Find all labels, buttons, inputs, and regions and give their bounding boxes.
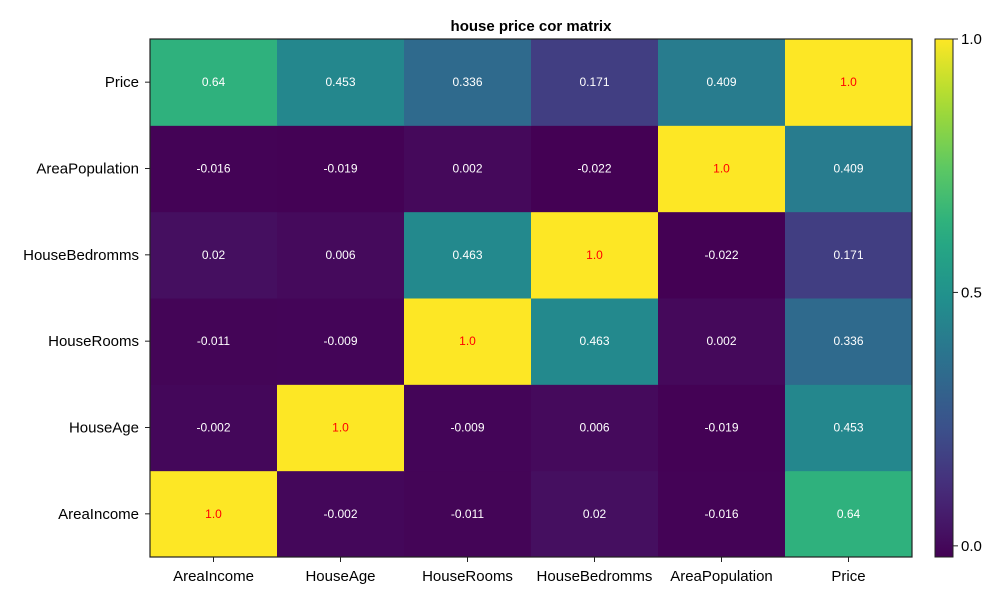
- heatmap-cell-HouseBedromms-HouseRooms: [404, 211, 532, 299]
- heatmap-cell-AreaIncome-HouseBedromms: [531, 470, 659, 558]
- heatmap-cell-HouseBedromms-AreaIncome: [150, 211, 278, 299]
- heatmap-cell-AreaIncome-Price: [785, 470, 913, 558]
- colorbar-tick-label: 0.5: [961, 284, 982, 301]
- heatmap-cell-HouseRooms-Price: [785, 298, 913, 385]
- cell-value-label: 0.64: [202, 75, 226, 89]
- x-tick-label: AreaIncome: [173, 568, 254, 585]
- heatmap-cell-HouseBedromms-HouseAge: [277, 211, 405, 299]
- cell-value-label: 0.463: [452, 248, 482, 262]
- heatmap-cell-AreaPopulation-AreaPopulation: [658, 125, 786, 213]
- heatmap-cell-AreaPopulation-HouseAge: [277, 125, 405, 213]
- heatmap-cell-HouseAge-Price: [785, 384, 913, 472]
- cell-value-label: 0.409: [833, 162, 863, 176]
- cell-value-label: 0.171: [579, 75, 609, 89]
- y-tick-label: AreaPopulation: [36, 161, 139, 178]
- colorbar-tick-label: 1.0: [961, 31, 982, 48]
- heatmap-cell-HouseRooms-HouseAge: [277, 298, 405, 385]
- heatmap-cell-Price-HouseBedromms: [531, 39, 659, 126]
- y-axis-ticks: AreaIncome HouseAge HouseRooms HouseBedromm…: [23, 74, 150, 523]
- heatmap-cell-HouseAge-HouseRooms: [404, 384, 532, 472]
- cell-value-label: 0.463: [579, 334, 609, 348]
- cell-value-label: -0.019: [704, 421, 738, 435]
- x-tick-label: AreaPopulation: [670, 568, 773, 585]
- heatmap-cell-HouseRooms-AreaIncome: [150, 298, 278, 385]
- plot-frame: [149, 38, 913, 558]
- cell-value-label: -0.011: [197, 334, 230, 348]
- heatmap-cell-AreaPopulation-HouseRooms: [404, 125, 532, 213]
- heatmap-cell-HouseBedromms-HouseBedromms: [531, 211, 659, 299]
- cell-value-label: -0.022: [704, 248, 738, 262]
- cell-value-label: -0.002: [323, 507, 357, 521]
- cell-value-label: -0.016: [704, 507, 738, 521]
- heatmap-cell-Price-Price: [785, 39, 913, 126]
- heatmap-cells: [150, 39, 913, 558]
- cell-value-label: 1.0: [459, 334, 476, 348]
- cell-value-label: 1.0: [332, 421, 349, 435]
- y-tick-label: HouseAge: [69, 420, 139, 437]
- cell-value-label: -0.022: [577, 162, 611, 176]
- heatmap-cell-HouseAge-AreaPopulation: [658, 384, 786, 472]
- heatmap-cell-Price-HouseAge: [277, 39, 405, 126]
- cell-value-label: -0.009: [323, 334, 357, 348]
- heatmap-cell-AreaIncome-HouseRooms: [404, 470, 532, 558]
- cell-value-label: 0.02: [202, 248, 226, 262]
- heatmap-cell-HouseRooms-HouseRooms: [404, 298, 532, 385]
- y-tick-label: AreaIncome: [58, 506, 139, 523]
- heatmap-cell-HouseAge-HouseAge: [277, 384, 405, 472]
- cell-value-label: -0.019: [323, 162, 357, 176]
- heatmap-cell-HouseBedromms-Price: [785, 211, 913, 299]
- cell-value-label: 1.0: [586, 248, 603, 262]
- y-tick-label: HouseBedromms: [23, 247, 139, 264]
- heatmap-cell-HouseBedromms-AreaPopulation: [658, 211, 786, 299]
- heatmap-cell-Price-HouseRooms: [404, 39, 532, 126]
- heatmap-cell-AreaPopulation-Price: [785, 125, 913, 213]
- x-tick-label: HouseAge: [305, 568, 375, 585]
- heatmap-cell-HouseRooms-HouseBedromms: [531, 298, 659, 385]
- cell-value-label: 1.0: [840, 75, 857, 89]
- colorbar: [934, 38, 954, 558]
- y-tick-label: HouseRooms: [48, 333, 139, 350]
- cell-value-label: 0.409: [706, 75, 736, 89]
- cell-value-label: -0.011: [451, 507, 484, 521]
- heatmap-cell-labels: 1.0 -0.002 -0.011 0.02 -0.016 0.64 -0.002 1.0 -0…: [196, 75, 863, 521]
- x-axis-ticks: AreaIncome HouseAge HouseRooms HouseBedromm…: [173, 557, 866, 585]
- colorbar-tick-label: 0.0: [961, 538, 982, 555]
- cell-value-label: 0.002: [452, 162, 482, 176]
- heatmap-cell-AreaIncome-AreaPopulation: [658, 470, 786, 558]
- heatmap-cell-Price-AreaIncome: [150, 39, 278, 126]
- cell-value-label: 0.336: [452, 75, 482, 89]
- y-tick-label: Price: [105, 74, 139, 91]
- heatmap-cell-AreaIncome-HouseAge: [277, 470, 405, 558]
- cell-value-label: 0.453: [833, 421, 863, 435]
- colorbar-ticks: 0.0 0.5 1.0: [953, 31, 982, 555]
- cell-value-label: 0.02: [583, 507, 607, 521]
- x-tick-label: HouseRooms: [422, 568, 513, 585]
- heatmap-cell-AreaPopulation-HouseBedromms: [531, 125, 659, 213]
- x-tick-label: Price: [831, 568, 865, 585]
- cell-value-label: 1.0: [205, 507, 222, 521]
- cell-value-label: 0.171: [833, 248, 863, 262]
- heatmap-cell-AreaPopulation-AreaIncome: [150, 125, 278, 213]
- cell-value-label: 0.336: [833, 334, 863, 348]
- cell-value-label: -0.016: [196, 162, 230, 176]
- cell-value-label: 1.0: [713, 162, 730, 176]
- heatmap-cell-Price-AreaPopulation: [658, 39, 786, 126]
- cell-value-label: -0.009: [450, 421, 484, 435]
- heatmap-cell-HouseRooms-AreaPopulation: [658, 298, 786, 385]
- heatmap-cell-AreaIncome-AreaIncome: [150, 470, 278, 558]
- chart-title: house price cor matrix: [451, 18, 613, 35]
- heatmap-cell-HouseAge-HouseBedromms: [531, 384, 659, 472]
- cell-value-label: 0.006: [579, 421, 609, 435]
- heatmap-cell-HouseAge-AreaIncome: [150, 384, 278, 472]
- x-tick-label: HouseBedromms: [537, 568, 653, 585]
- cell-value-label: 0.64: [837, 507, 861, 521]
- cell-value-label: 0.453: [325, 75, 355, 89]
- cell-value-label: 0.002: [706, 334, 736, 348]
- cell-value-label: 0.006: [325, 248, 355, 262]
- cell-value-label: -0.002: [196, 421, 230, 435]
